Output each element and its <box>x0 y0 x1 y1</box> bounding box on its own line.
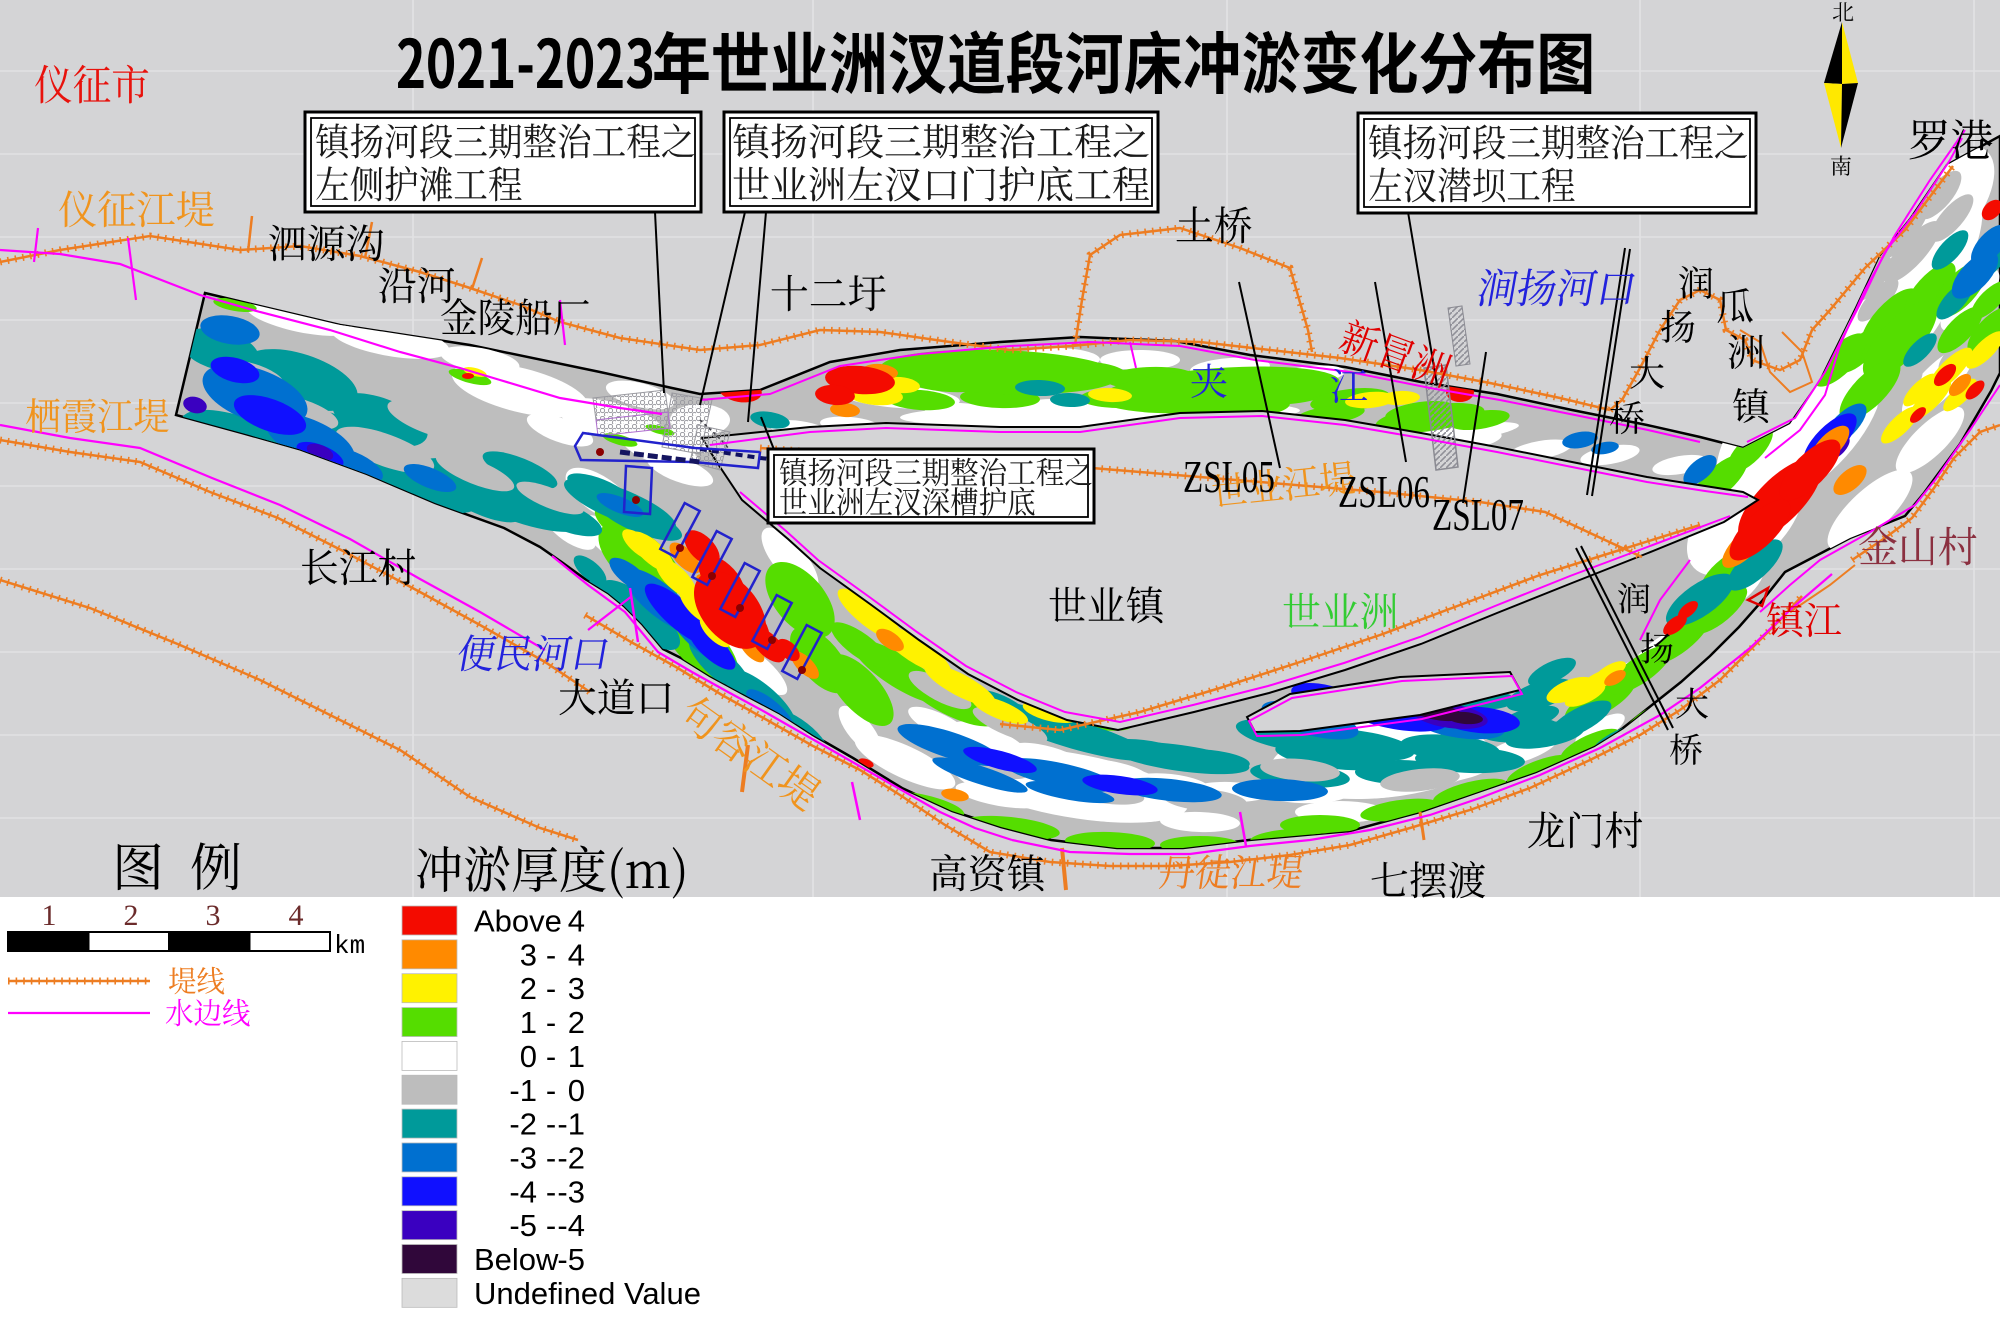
svg-text:-5: -5 <box>557 1242 585 1277</box>
svg-text:2: 2 <box>124 899 139 932</box>
svg-text:1: 1 <box>520 1005 537 1040</box>
svg-text:1: 1 <box>42 899 57 932</box>
svg-text:0: 0 <box>568 1073 585 1108</box>
svg-text:-: - <box>546 937 556 972</box>
svg-text:Above: Above <box>474 904 562 939</box>
svg-text:-: - <box>546 1174 556 1209</box>
svg-text:-3: -3 <box>509 1140 537 1175</box>
svg-text:4: 4 <box>568 904 585 939</box>
svg-text:-: - <box>546 1005 556 1040</box>
svg-text:Below: Below <box>474 1242 559 1277</box>
svg-text:ZSL06: ZSL06 <box>1338 467 1430 517</box>
svg-text:-: - <box>546 971 556 1006</box>
svg-text:-2: -2 <box>557 1140 585 1175</box>
svg-text:2: 2 <box>568 1005 585 1040</box>
svg-text:-: - <box>546 1208 556 1243</box>
svg-text:-4: -4 <box>509 1174 537 1209</box>
svg-text:Undefined Value: Undefined Value <box>474 1276 701 1311</box>
svg-text:km: km <box>334 931 365 961</box>
svg-text:ZSL07: ZSL07 <box>1432 490 1524 540</box>
svg-text:3: 3 <box>568 971 585 1006</box>
svg-text:-: - <box>546 1140 556 1175</box>
svg-text:-1: -1 <box>509 1073 537 1108</box>
svg-text:4: 4 <box>568 937 585 972</box>
svg-text:1: 1 <box>568 1039 585 1074</box>
svg-text:-1: -1 <box>557 1107 585 1142</box>
svg-text:-: - <box>546 1039 556 1074</box>
svg-text:3: 3 <box>520 937 537 972</box>
svg-text:0: 0 <box>520 1039 537 1074</box>
svg-text:-: - <box>546 1073 556 1108</box>
svg-text:2: 2 <box>520 971 537 1006</box>
svg-text:-2: -2 <box>509 1107 537 1142</box>
svg-text:3: 3 <box>206 899 221 932</box>
svg-text:ZSL05: ZSL05 <box>1183 452 1275 502</box>
svg-text:-4: -4 <box>557 1208 585 1243</box>
svg-text:-: - <box>546 1107 556 1142</box>
svg-text:-3: -3 <box>557 1174 585 1209</box>
svg-text:-5: -5 <box>509 1208 537 1243</box>
svg-text:4: 4 <box>289 899 304 932</box>
